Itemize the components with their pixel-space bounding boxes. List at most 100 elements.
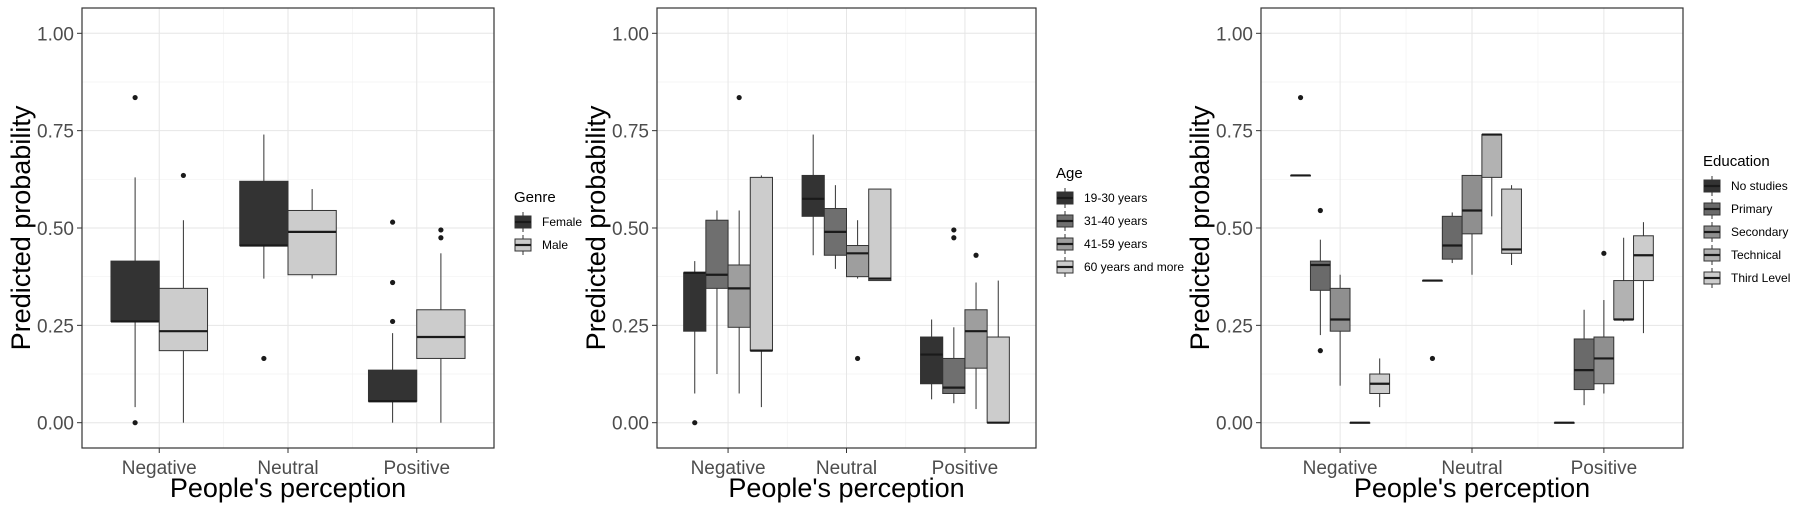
box-31-40-years [705,219,729,289]
outlier-point [1317,348,1323,354]
outlier-point [692,420,698,426]
y-tick-label: 0.00 [1216,414,1253,435]
box-male [416,309,466,359]
y-tick-label: 1.00 [1216,24,1253,45]
legend-label: Male [542,238,568,252]
legend-title: Age [1056,165,1083,182]
y-tick-label: 0.75 [1216,122,1253,143]
box-technical [1613,280,1635,321]
box-primary [1441,215,1463,260]
box-male [287,209,337,276]
outlier-point [736,94,742,101]
x-tick-label: Positive [1571,458,1638,479]
outlier-point [438,235,444,241]
y-tick-label: 0.50 [612,219,649,240]
y-tick-label: 0.00 [612,414,649,435]
legend-label: 19-30 years [1084,191,1147,205]
box-third-level [1633,235,1654,282]
box-male [158,287,209,352]
box-secondary [1461,174,1483,235]
outlier-point [1601,250,1607,256]
box-60-years-and-more [749,176,773,352]
legend-label: Technical [1731,248,1781,262]
x-tick-label: Positive [932,458,999,479]
y-tick-label: 1.00 [37,24,74,45]
box-primary [1573,338,1595,391]
box-60-years-and-more [986,336,1010,424]
x-tick-label: Neutral [257,458,318,479]
y-tick-label: 0.25 [1216,316,1253,337]
x-axis-title: People's perception [170,473,406,503]
legend-label: 60 years and more [1084,260,1184,274]
box-19-30-years [683,272,707,332]
chart-panel-2: 0.00 0.25 0.50 0.75 1.00 Negative Neutral Posit… [581,7,1184,503]
y-axis-title: Predicted probability [6,105,36,350]
x-tick-label: Negative [122,458,197,479]
y-axis-title: Predicted probability [1185,105,1215,350]
outlier-point [1429,355,1436,362]
y-tick-label: 0.25 [612,316,649,337]
y-tick-label: 0.75 [37,122,74,143]
box-41-59-years [964,309,988,369]
box-19-30-years [920,336,944,385]
box-female [367,369,418,402]
x-tick-label: Positive [383,458,450,479]
chart-panel-1: 0.00 0.25 0.50 0.75 1.00 Negative Neutral Posit… [6,7,582,503]
outlier-point [132,420,138,426]
box-secondary [1329,287,1351,332]
outlier-point [973,252,979,258]
legend-label: 41-59 years [1084,237,1147,251]
box-secondary [1593,336,1615,385]
box-female [239,180,289,247]
x-tick-label: Negative [1303,458,1378,479]
x-axis-title: People's perception [728,473,964,503]
legend: Genre Female Male [514,189,582,255]
box-60-years-and-more [868,188,892,282]
panel-border [656,7,1037,449]
y-tick-label: 0.25 [37,316,74,337]
box-technical [1481,134,1503,178]
legend-label: Secondary [1731,225,1788,239]
chart-panel-3: 0.00 0.25 0.50 0.75 1.00 Negative Neutral Posit… [1185,7,1790,503]
box-19-30-years [801,174,825,217]
legend-label: Third Level [1731,271,1790,285]
outlier-point [1317,207,1323,214]
outlier-point [855,355,861,362]
legend: Education No studies Primary Secondary Techn… [1703,153,1790,288]
outlier-point [390,318,396,325]
x-axis-title: People's perception [1354,473,1590,503]
outlier-point [261,355,267,362]
legend-label: No studies [1731,179,1788,193]
y-tick-label: 0.00 [37,414,74,435]
box-31-40-years [942,357,966,394]
box-third-level [1501,188,1522,254]
outlier-point [951,235,957,241]
y-axis-title: Predicted probability [581,105,611,350]
x-tick-label: Neutral [816,458,877,479]
legend-label: 31-40 years [1084,214,1147,228]
outlier-point [132,94,138,101]
outlier-point [951,227,957,233]
box-primary [1309,260,1331,291]
legend-label: Primary [1731,202,1772,216]
panel-border [1260,7,1684,449]
outlier-point [1297,94,1304,101]
box-41-59-years [727,264,751,328]
panel-border [81,7,495,449]
outlier-point [180,172,186,179]
legend-title: Education [1703,153,1770,170]
y-tick-label: 0.50 [1216,219,1253,240]
outlier-point [390,279,396,286]
y-tick-label: 1.00 [612,24,649,45]
box-female [110,260,160,322]
x-tick-label: Neutral [1441,458,1502,479]
outlier-point [390,219,396,225]
y-tick-label: 0.75 [612,122,649,143]
legend-label: Female [542,215,582,229]
outlier-point [438,227,444,233]
box-41-59-years [846,245,870,278]
legend-title: Genre [514,189,556,206]
y-tick-label: 0.50 [37,219,74,240]
